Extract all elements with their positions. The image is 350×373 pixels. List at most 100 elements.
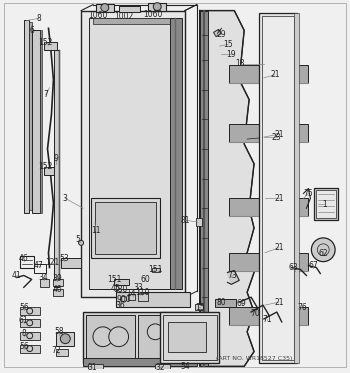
Text: 80: 80	[217, 298, 226, 307]
Text: 3: 3	[63, 194, 68, 203]
Bar	[43, 167, 57, 175]
Bar	[86, 315, 135, 360]
Circle shape	[93, 327, 113, 347]
Bar	[83, 358, 197, 366]
Text: 33: 33	[134, 283, 143, 292]
Text: 39: 39	[52, 274, 62, 283]
Text: 18: 18	[236, 59, 245, 69]
Bar	[139, 293, 148, 301]
Bar	[56, 349, 68, 357]
Text: 21: 21	[270, 70, 280, 79]
Bar	[163, 315, 217, 360]
Text: (ART NO. WR18527 C35): (ART NO. WR18527 C35)	[216, 356, 292, 361]
Text: 72: 72	[51, 346, 61, 355]
Text: 152: 152	[38, 162, 53, 171]
Bar	[34, 264, 46, 273]
Text: 71: 71	[262, 316, 272, 325]
Text: 60: 60	[140, 275, 150, 284]
Bar	[20, 345, 40, 352]
Circle shape	[109, 327, 128, 347]
Polygon shape	[200, 10, 254, 366]
Bar	[116, 292, 190, 307]
Text: 67: 67	[308, 261, 318, 270]
Text: 21: 21	[274, 130, 284, 139]
Text: 76: 76	[298, 303, 307, 311]
Text: 41: 41	[12, 271, 22, 280]
Text: 61: 61	[19, 316, 29, 325]
Text: 36: 36	[116, 301, 126, 310]
Circle shape	[147, 324, 163, 340]
Text: 56: 56	[19, 303, 29, 311]
Bar	[93, 19, 181, 24]
Bar	[20, 307, 40, 315]
Text: 1060: 1060	[88, 11, 107, 20]
Text: 21: 21	[274, 243, 284, 252]
Bar	[200, 10, 208, 366]
Bar	[43, 42, 57, 50]
Circle shape	[312, 238, 335, 261]
Bar	[81, 10, 185, 297]
Text: 73: 73	[228, 271, 237, 280]
Text: 14: 14	[127, 289, 136, 298]
Text: 56: 56	[19, 342, 29, 351]
Bar	[24, 21, 29, 213]
Circle shape	[60, 334, 70, 344]
Polygon shape	[228, 270, 239, 284]
Bar	[54, 279, 63, 286]
Text: 180: 180	[113, 285, 128, 294]
Text: 46: 46	[19, 254, 29, 263]
Text: 6: 6	[29, 26, 34, 35]
Bar	[262, 16, 294, 360]
Circle shape	[79, 240, 84, 245]
Text: 23: 23	[272, 132, 282, 142]
Bar	[155, 364, 170, 369]
Text: 21: 21	[274, 194, 284, 203]
Bar	[229, 253, 308, 270]
Text: 54: 54	[180, 362, 190, 371]
Bar	[229, 124, 308, 142]
Bar	[127, 294, 135, 300]
Text: 900: 900	[116, 295, 131, 304]
Bar	[139, 315, 188, 360]
Text: 53: 53	[60, 254, 69, 263]
Text: 15: 15	[224, 40, 233, 49]
Bar	[95, 202, 156, 254]
Text: 151: 151	[107, 275, 122, 284]
Bar	[20, 332, 40, 340]
Bar	[214, 29, 221, 37]
Text: 9: 9	[54, 154, 59, 163]
Text: 1060: 1060	[144, 10, 163, 19]
Bar	[316, 191, 336, 218]
Bar	[89, 19, 177, 289]
Text: 5: 5	[76, 235, 80, 244]
Bar	[160, 312, 219, 363]
Text: 29: 29	[217, 30, 226, 39]
Circle shape	[121, 296, 127, 302]
Circle shape	[153, 3, 161, 10]
Bar	[54, 289, 63, 296]
Text: 62: 62	[318, 249, 328, 258]
Text: 7: 7	[43, 90, 48, 99]
Bar	[196, 218, 202, 226]
Text: 110: 110	[135, 288, 149, 297]
Text: 152: 152	[38, 38, 53, 47]
Text: 45: 45	[111, 284, 120, 293]
Text: 70: 70	[250, 308, 260, 317]
Bar	[259, 13, 296, 363]
Text: 8: 8	[36, 14, 41, 23]
Text: 69: 69	[236, 299, 246, 308]
Text: 63: 63	[289, 263, 299, 272]
Text: 81: 81	[180, 216, 190, 225]
Bar	[152, 267, 160, 273]
Text: 1: 1	[322, 200, 327, 209]
Bar	[119, 6, 140, 12]
Text: 151: 151	[148, 265, 162, 274]
Text: 58: 58	[55, 327, 64, 336]
Text: 31: 31	[87, 363, 97, 372]
Text: 8: 8	[21, 329, 26, 338]
Text: 11: 11	[91, 226, 101, 235]
Bar	[54, 50, 60, 287]
Bar	[148, 3, 166, 10]
Bar	[83, 312, 197, 363]
Bar	[20, 319, 40, 327]
